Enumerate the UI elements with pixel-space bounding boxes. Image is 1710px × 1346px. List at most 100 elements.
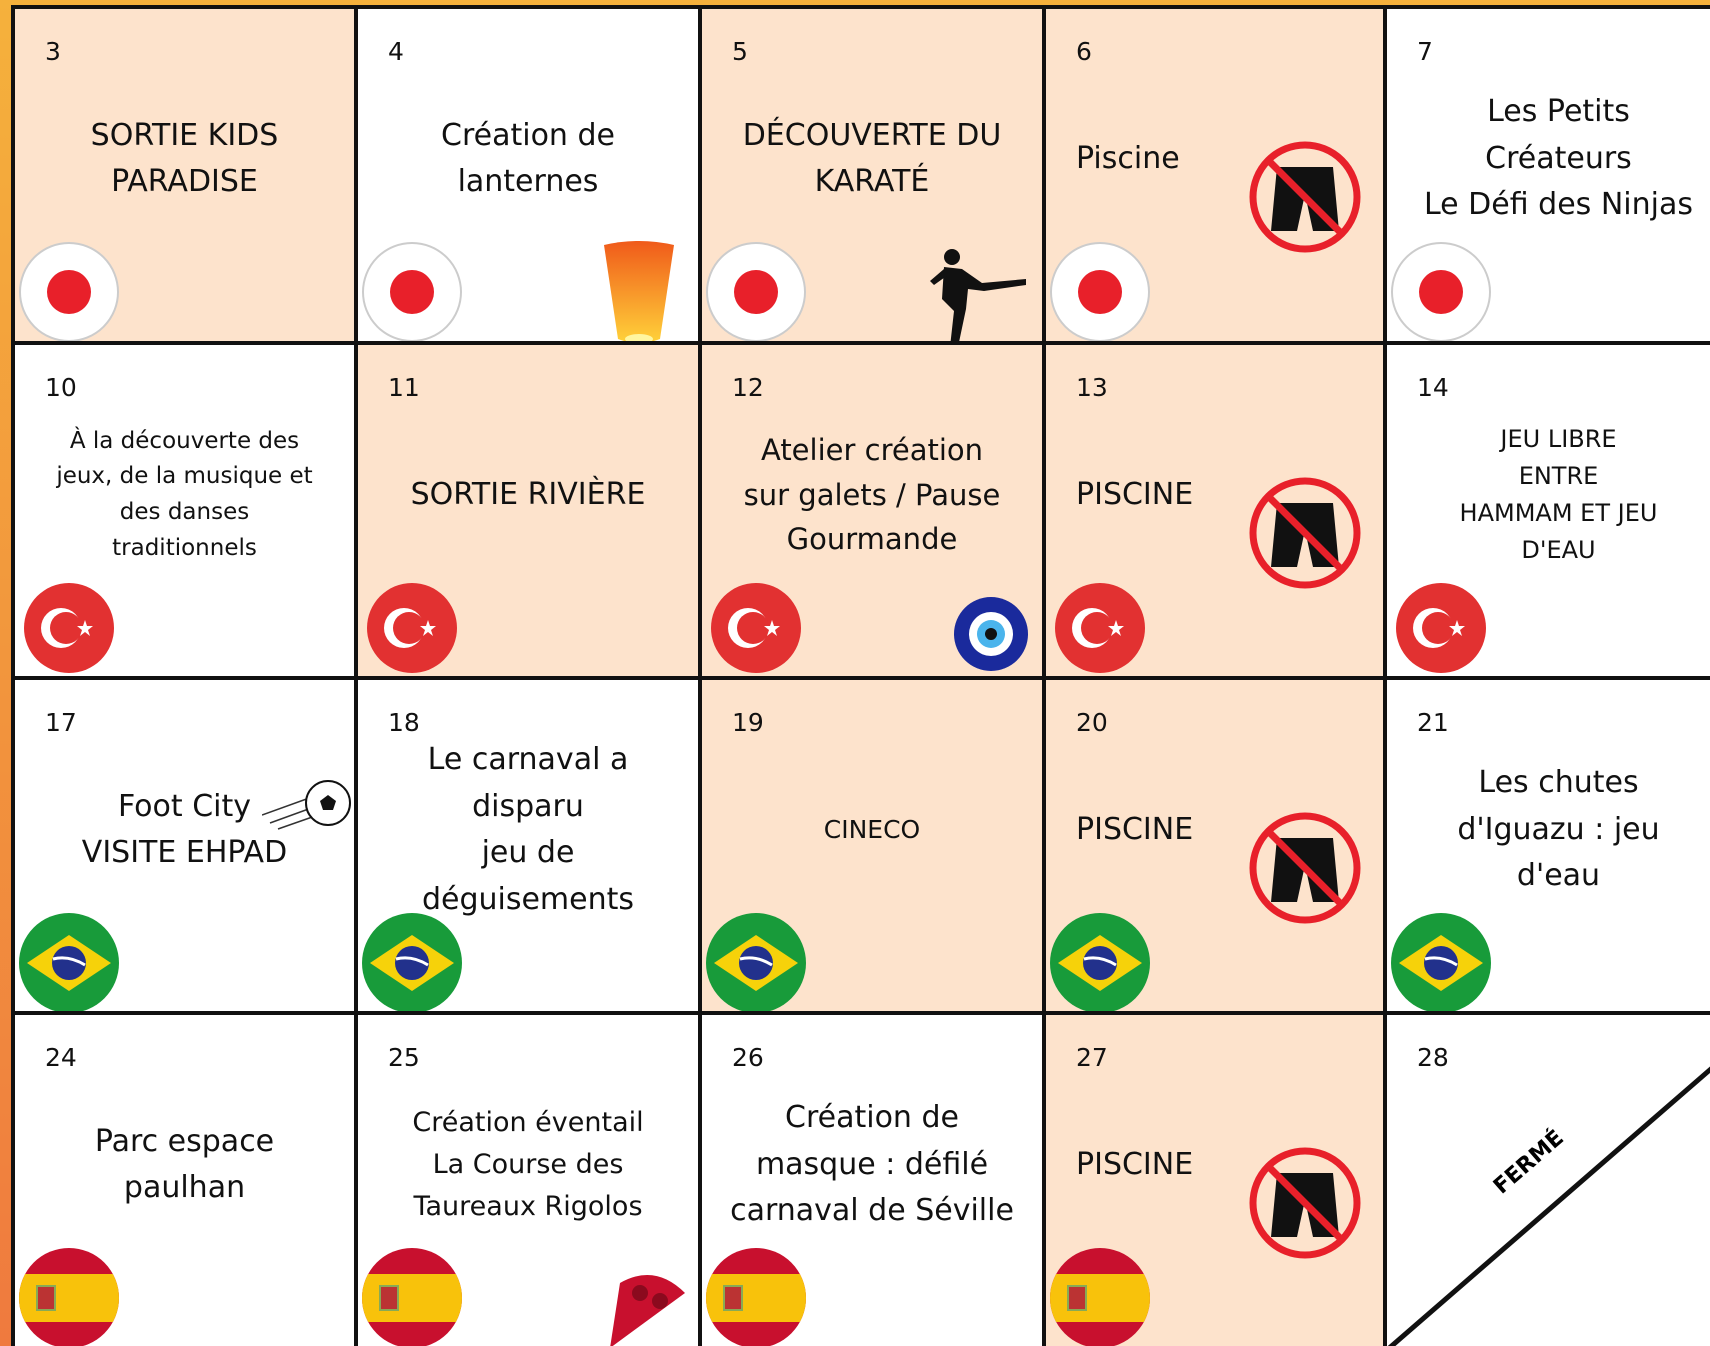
country-flag <box>1391 578 1491 676</box>
activity-line: Les Petits <box>1487 94 1630 130</box>
activity-line: Création de <box>441 117 615 153</box>
activity-line: KARATÉ <box>814 164 930 199</box>
day-number: 18 <box>388 708 420 737</box>
flag-icon <box>362 242 462 341</box>
country-flag <box>1391 913 1491 1011</box>
day-number: 12 <box>732 373 764 402</box>
activity-line: D'EAU <box>1521 536 1596 565</box>
activity-line: JEU LIBRE <box>1500 424 1617 453</box>
day-number: 3 <box>45 37 61 66</box>
day-cell: 25 Création éventail La Course des Taureaux… <box>354 1011 698 1346</box>
country-flag <box>706 242 806 341</box>
activity-line: jeux, de la musique et <box>56 463 313 490</box>
karate-graphic <box>930 249 1026 341</box>
day-cell: 4 Création de lanternes <box>354 5 698 341</box>
day-number: 25 <box>388 1043 420 1072</box>
day-number: 24 <box>45 1043 77 1072</box>
activity-line: disparu <box>472 788 584 824</box>
flag-icon <box>19 913 119 1011</box>
activity-text: Création éventail La Course des Taureaux R… <box>366 1075 690 1255</box>
flag-icon <box>1055 583 1145 673</box>
diagonal-line <box>1387 1066 1710 1346</box>
activity-line: Foot City <box>118 788 251 824</box>
day-cell: 28 FERMÉ <box>1383 1011 1710 1346</box>
ball-icon <box>261 775 352 839</box>
activity-line: d'Iguazu : jeu <box>1457 811 1660 847</box>
ball-graphic <box>261 780 351 830</box>
day-cell: 5 DÉCOUVERTE DU KARATÉ <box>698 5 1042 341</box>
activity-line: PISCINE <box>1076 1146 1194 1182</box>
activity-text: SORTIE RIVIÈRE <box>366 405 690 585</box>
noshorts-icon <box>1247 1145 1363 1265</box>
flag-icon <box>706 242 806 341</box>
country-flag <box>1050 242 1150 341</box>
country-flag <box>1391 242 1491 341</box>
day-cell: 14 JEU LIBRE ENTRE HAMMAM ET JEU D'EAU <box>1383 341 1710 676</box>
day-number: 19 <box>732 708 764 737</box>
activity-line: des danses <box>119 499 250 525</box>
activity-line: Création de <box>785 1100 959 1136</box>
day-cell: 12 Atelier création sur galets / Pause Gour… <box>698 341 1042 676</box>
noshorts-icon <box>1247 475 1363 595</box>
day-number: 21 <box>1417 708 1449 737</box>
country-flag <box>19 1248 119 1346</box>
activity-line: Les chutes <box>1478 765 1639 801</box>
day-number: 13 <box>1076 373 1108 402</box>
activity-line: sur galets / Pause <box>743 477 1001 512</box>
activity-line: Gourmande <box>786 522 958 557</box>
activity-line: Le carnaval a <box>427 742 629 777</box>
country-flag <box>362 578 462 676</box>
activity-text: Création de masque : défilé carnaval de Sé… <box>710 1075 1034 1255</box>
day-cell: 20 PISCINE <box>1042 676 1383 1011</box>
activity-line: Parc espace <box>94 1123 275 1159</box>
day-number: 5 <box>732 37 748 66</box>
country-flag <box>706 578 806 676</box>
activity-line: SORTIE KIDS <box>90 117 279 153</box>
activity-line: déguisements <box>421 881 635 917</box>
day-number: 17 <box>45 708 77 737</box>
activity-line: DÉCOUVERTE DU <box>742 117 1002 153</box>
day-cell: 7 Les Petits Créateurs Le Défi des Ninjas <box>1383 5 1710 341</box>
activity-line: HAMMAM ET JEU <box>1459 499 1658 527</box>
activity-line: PISCINE <box>1076 476 1194 512</box>
country-flag <box>362 242 462 341</box>
day-number: 26 <box>732 1043 764 1072</box>
activity-line: Création éventail <box>412 1107 644 1139</box>
day-cell: 21 Les chutes d'Iguazu : jeu d'eau <box>1383 676 1710 1011</box>
day-number: 11 <box>388 373 420 402</box>
day-number: 28 <box>1417 1043 1449 1072</box>
activity-line: traditionnels <box>112 534 257 561</box>
flag-icon <box>19 242 119 341</box>
eye-graphic <box>954 597 1028 671</box>
activity-line: Le Défi des Ninjas <box>1424 187 1693 223</box>
flag-icon <box>1050 913 1150 1011</box>
activity-line: masque : défilé <box>755 1146 989 1182</box>
activity-line: paulhan <box>123 1170 246 1205</box>
day-number: 20 <box>1076 708 1108 737</box>
activity-text: Foot City VISITE EHPAD <box>23 740 346 920</box>
activity-text: Création de lanternes <box>366 69 690 249</box>
activity-line: jeu de <box>481 835 575 870</box>
activity-line: PARADISE <box>111 164 258 199</box>
day-number: 4 <box>388 37 404 66</box>
noshorts-graphic <box>1249 1147 1361 1259</box>
activity-line: Piscine <box>1076 140 1180 176</box>
flag-icon <box>1396 583 1486 673</box>
activity-line: Taureaux Rigolos <box>413 1190 643 1222</box>
activity-line: lanternes <box>457 164 599 199</box>
day-cell: 6 Piscine <box>1042 5 1383 341</box>
activity-text: PISCINE <box>1054 405 1375 585</box>
flag-icon <box>706 1248 806 1346</box>
flag-icon <box>1050 242 1150 341</box>
flag-icon <box>1391 913 1491 1011</box>
day-number: 7 <box>1417 37 1433 66</box>
country-flag <box>19 242 119 341</box>
country-flag <box>706 913 806 1011</box>
flag-icon <box>367 583 457 673</box>
flag-icon <box>1391 242 1491 341</box>
activity-text: Atelier création sur galets / Pause Gourma… <box>710 405 1034 585</box>
eye-icon <box>952 595 1030 676</box>
activity-text: PISCINE <box>1054 740 1375 920</box>
day-cell: 13 PISCINE <box>1042 341 1383 676</box>
